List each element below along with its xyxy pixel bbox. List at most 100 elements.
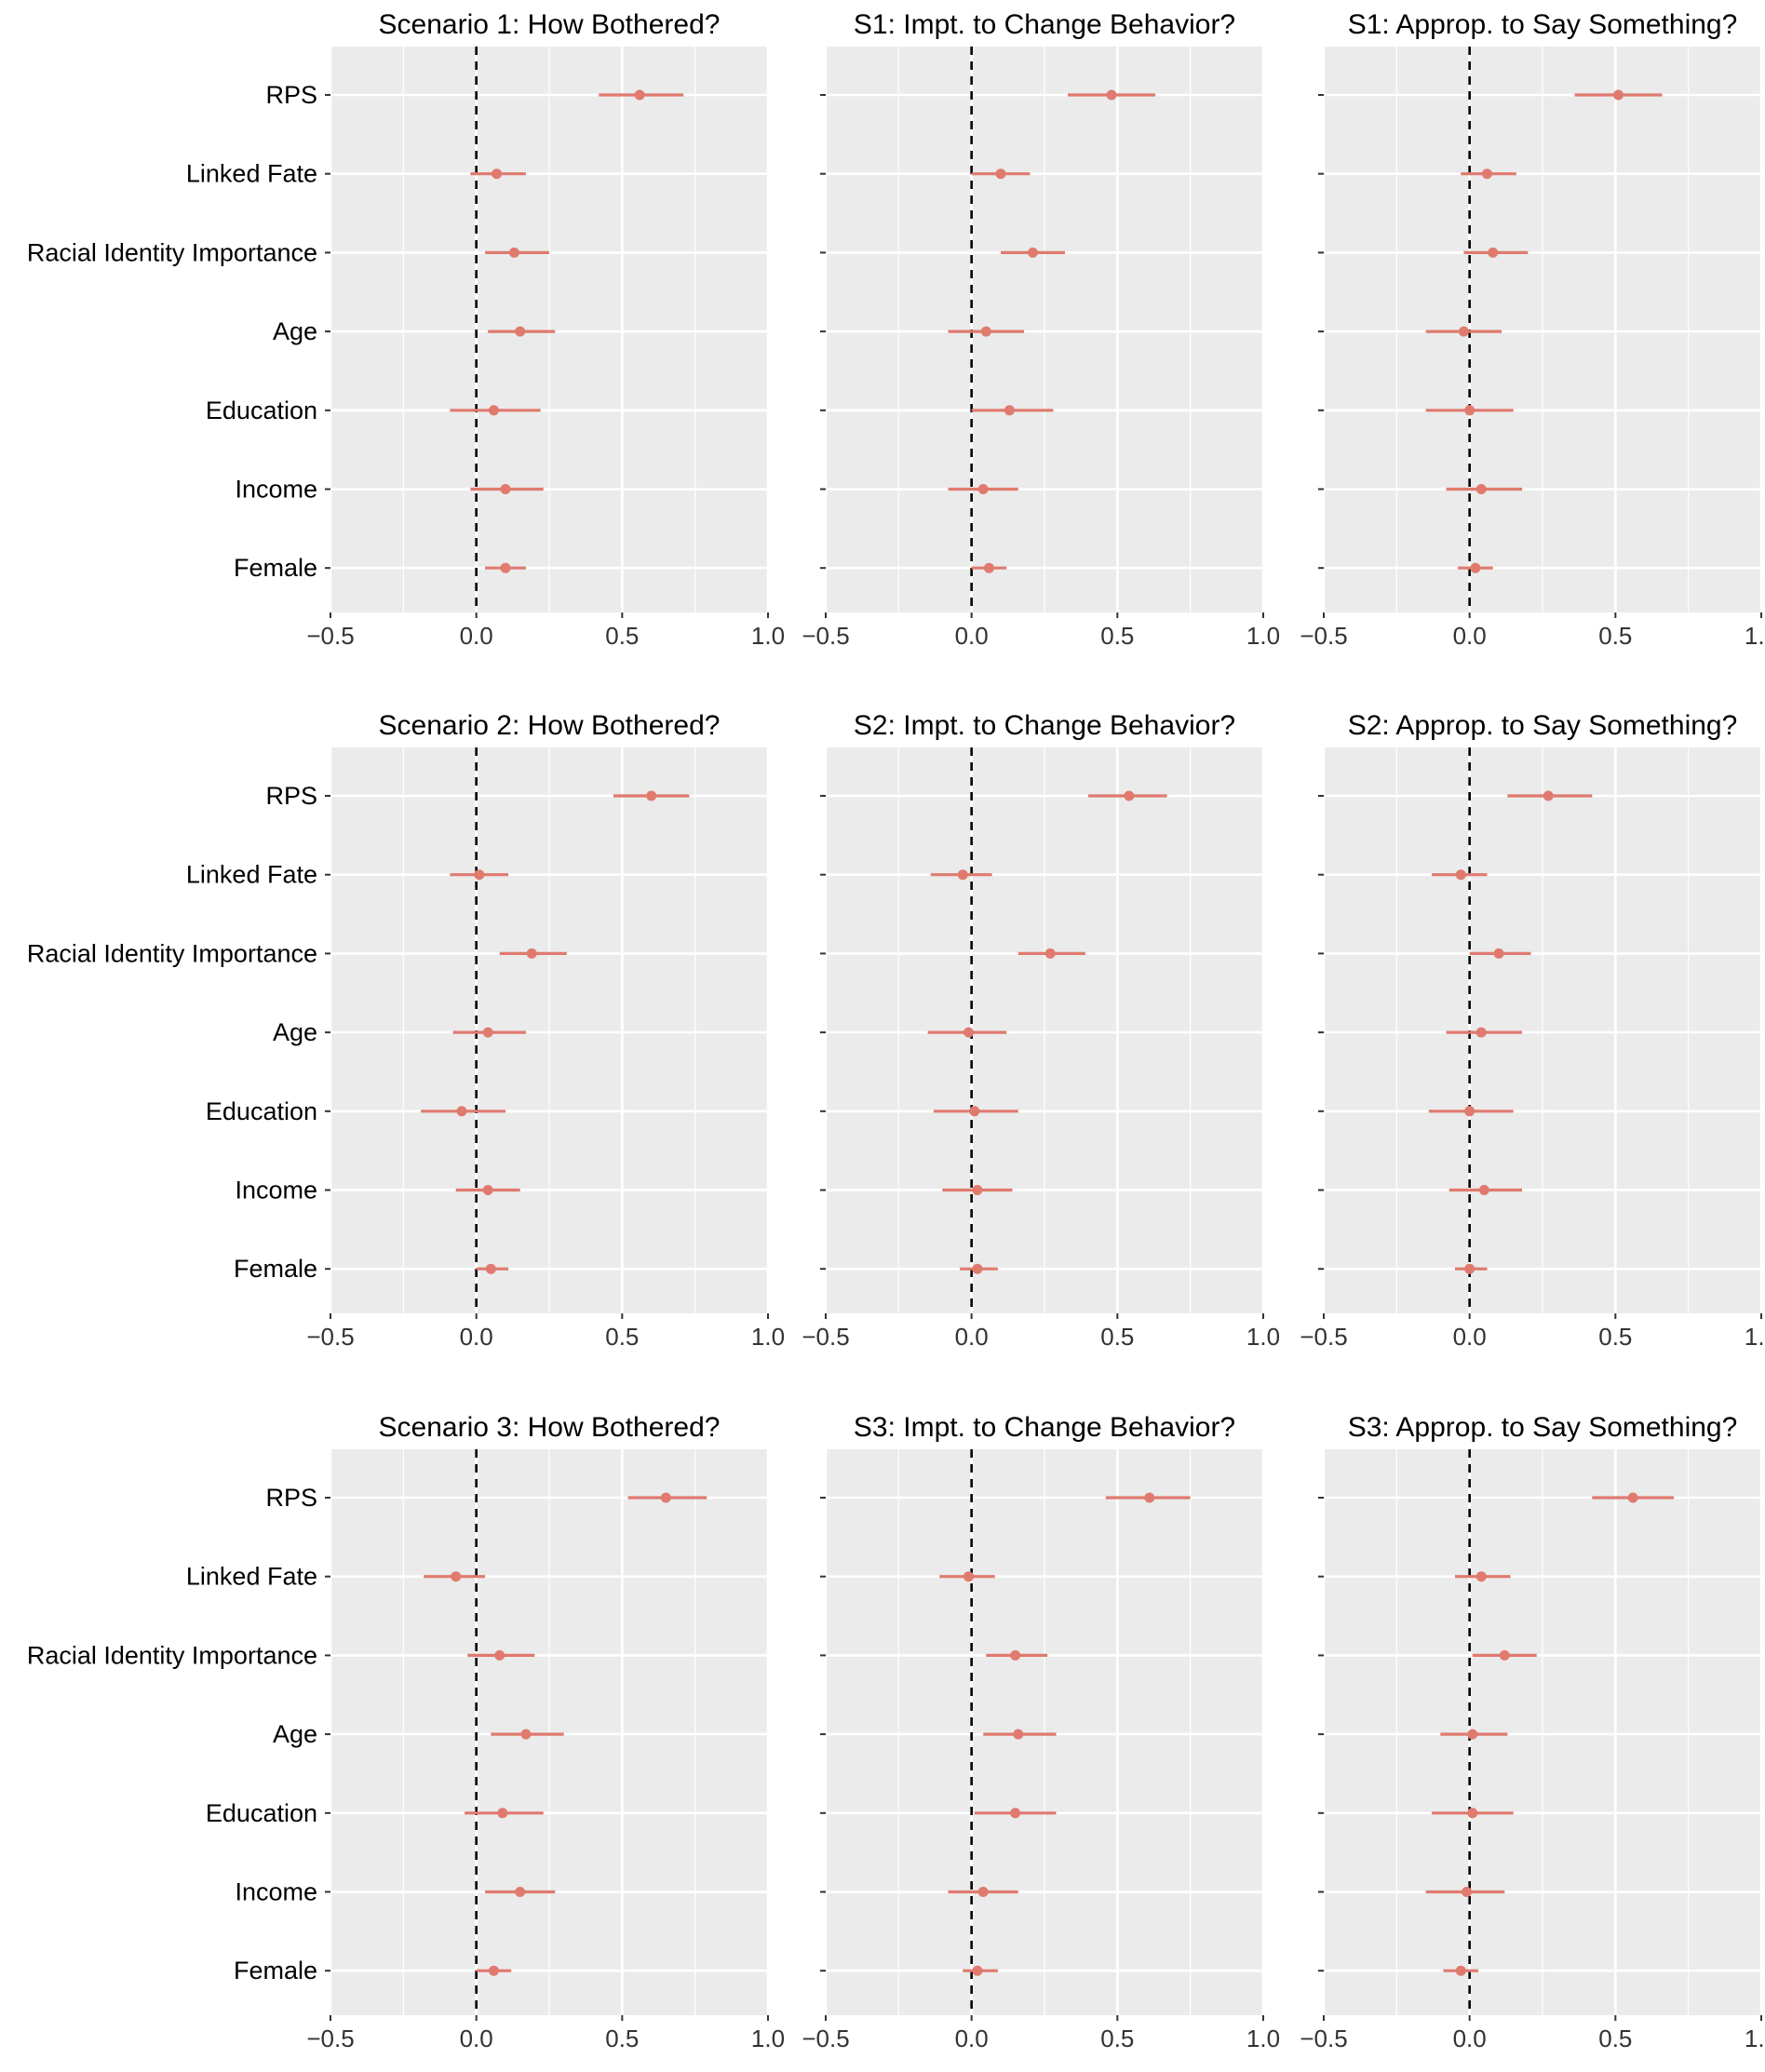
x-tick-label: 0.5 bbox=[605, 2025, 639, 2052]
x-tick-label: 0.0 bbox=[460, 622, 493, 650]
point-racial-identity-importance bbox=[1488, 247, 1499, 258]
x-tick-label: 1.0 bbox=[751, 622, 785, 650]
point-linked-fate bbox=[451, 1571, 462, 1582]
point-rps bbox=[1543, 790, 1554, 801]
point-racial-identity-importance bbox=[508, 247, 519, 258]
x-tick-label: −0.5 bbox=[306, 1323, 354, 1351]
x-tick-label: 0.0 bbox=[1453, 622, 1487, 650]
y-label-linked-fate: Linked Fate bbox=[186, 160, 317, 188]
x-tick-label: −0.5 bbox=[1300, 2025, 1347, 2052]
panel-title: S3: Impt. to Change Behavior? bbox=[854, 1412, 1235, 1443]
y-label-female: Female bbox=[234, 1255, 317, 1283]
point-female bbox=[972, 1263, 983, 1274]
point-education bbox=[1464, 1106, 1475, 1117]
x-tick-label: 0.5 bbox=[1100, 622, 1134, 650]
panel-9: −0.5 0.0 0.5 1.0 S3: Approp. to Say Somethin… bbox=[1300, 1412, 1765, 2052]
point-education bbox=[969, 1106, 980, 1117]
point-income bbox=[1475, 484, 1487, 494]
y-label-linked-fate: Linked Fate bbox=[186, 1563, 317, 1591]
x-tick-label: 0.5 bbox=[1598, 2025, 1632, 2052]
y-label-female: Female bbox=[234, 1957, 317, 1985]
point-age bbox=[1475, 1027, 1487, 1038]
point-racial-identity-importance bbox=[1027, 247, 1038, 258]
point-linked-fate bbox=[957, 869, 968, 881]
point-rps bbox=[634, 89, 645, 101]
point-education bbox=[488, 405, 499, 416]
point-rps bbox=[1106, 89, 1117, 101]
y-label-racial-identity-importance: Racial Identity Importance bbox=[27, 939, 317, 967]
x-tick-label: 1.0 bbox=[1246, 2025, 1280, 2052]
panel-title: Scenario 1: How Bothered? bbox=[379, 9, 721, 40]
x-tick-label: 0.0 bbox=[1453, 2025, 1487, 2052]
point-racial-identity-importance bbox=[1044, 948, 1056, 959]
point-age bbox=[980, 326, 991, 337]
point-income bbox=[977, 1887, 989, 1897]
point-rps bbox=[1124, 790, 1135, 801]
x-tick-label: −0.5 bbox=[1300, 622, 1347, 650]
point-linked-fate bbox=[474, 869, 485, 881]
x-tick-label: 0.0 bbox=[460, 2025, 493, 2052]
point-education bbox=[1464, 405, 1475, 416]
y-label-age: Age bbox=[273, 1720, 317, 1748]
y-label-racial-identity-importance: Racial Identity Importance bbox=[27, 1641, 317, 1669]
point-education bbox=[1010, 1808, 1021, 1819]
point-linked-fate bbox=[1481, 168, 1492, 180]
y-label-education: Education bbox=[206, 397, 317, 424]
x-tick-label: 0.5 bbox=[1100, 2025, 1134, 2052]
y-label-rps: RPS bbox=[265, 782, 317, 810]
y-label-income: Income bbox=[235, 1878, 317, 1906]
point-rps bbox=[1612, 89, 1624, 101]
point-linked-fate bbox=[995, 168, 1006, 180]
x-tick-label: 0.5 bbox=[605, 622, 639, 650]
x-tick-label: −0.5 bbox=[1300, 1323, 1347, 1351]
point-income bbox=[482, 1185, 493, 1195]
point-education bbox=[456, 1106, 467, 1117]
point-racial-identity-importance bbox=[1493, 948, 1504, 959]
point-age bbox=[963, 1027, 975, 1038]
point-income bbox=[1478, 1185, 1489, 1195]
y-label-education: Education bbox=[206, 1799, 317, 1827]
panel-1: −0.5 0.0 0.5 1.0 RPS Linked Fate Racial Identi… bbox=[27, 9, 785, 650]
y-label-female: Female bbox=[234, 554, 317, 582]
point-age bbox=[482, 1027, 493, 1038]
panel-3: −0.5 0.0 0.5 1.0 S1: Approp. to Say Somethin… bbox=[1300, 9, 1765, 650]
point-age bbox=[1458, 326, 1469, 337]
x-tick-label: 0.5 bbox=[1598, 622, 1632, 650]
point-female bbox=[972, 1965, 983, 1976]
x-tick-label: −0.5 bbox=[802, 1323, 849, 1351]
x-tick-label: 0.5 bbox=[1100, 1323, 1134, 1351]
point-rps bbox=[660, 1492, 671, 1503]
point-linked-fate bbox=[1475, 1571, 1487, 1582]
point-income bbox=[1462, 1887, 1473, 1897]
y-label-age: Age bbox=[273, 1018, 317, 1046]
point-female bbox=[488, 1965, 499, 1976]
y-label-rps: RPS bbox=[265, 81, 317, 109]
panel-6: −0.5 0.0 0.5 1.0 S2: Approp. to Say Somethin… bbox=[1300, 710, 1765, 1351]
panel-title: S3: Approp. to Say Something? bbox=[1348, 1412, 1738, 1443]
point-education bbox=[497, 1808, 508, 1819]
point-age bbox=[515, 326, 526, 337]
point-rps bbox=[1627, 1492, 1638, 1503]
point-linked-fate bbox=[492, 168, 503, 180]
point-female bbox=[1470, 562, 1481, 573]
x-tick-label: −0.5 bbox=[306, 2025, 354, 2052]
panel-2: −0.5 0.0 0.5 1.0 S1: Impt. to Change Behavio… bbox=[802, 9, 1280, 650]
x-tick-label: 0.0 bbox=[1453, 1323, 1487, 1351]
point-education bbox=[1004, 405, 1015, 416]
point-age bbox=[520, 1729, 532, 1740]
panel-4: −0.5 0.0 0.5 1.0 RPS Linked Fate Racial Identi… bbox=[27, 710, 785, 1351]
point-racial-identity-importance bbox=[1010, 1649, 1021, 1661]
x-tick-label: 1.0 bbox=[1745, 622, 1765, 650]
y-label-rps: RPS bbox=[265, 1484, 317, 1512]
point-female bbox=[485, 1263, 496, 1274]
panel-8: −0.5 0.0 0.5 1.0 S3: Impt. to Change Behavio… bbox=[802, 1412, 1280, 2052]
x-tick-label: 1.0 bbox=[1745, 2025, 1765, 2052]
x-tick-label: −0.5 bbox=[306, 622, 354, 650]
point-female bbox=[1464, 1263, 1475, 1274]
panel-title: S2: Approp. to Say Something? bbox=[1348, 710, 1738, 741]
y-label-age: Age bbox=[273, 317, 317, 345]
y-label-linked-fate: Linked Fate bbox=[186, 861, 317, 889]
x-tick-label: 0.0 bbox=[955, 2025, 989, 2052]
y-label-income: Income bbox=[235, 476, 317, 504]
